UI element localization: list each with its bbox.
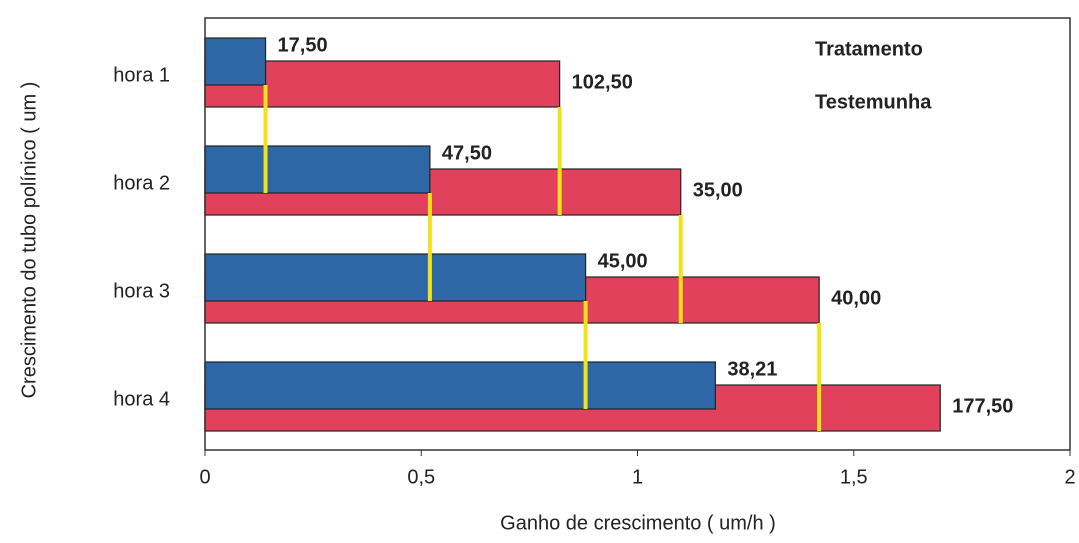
- y-axis-label: Crescimento do tubo polínico ( um ): [18, 82, 40, 399]
- bar-annotation: 40,00: [831, 287, 881, 309]
- bar: [204, 361, 716, 410]
- bar-annotation: 177,50: [952, 395, 1013, 417]
- bar-annotation: 102,50: [572, 71, 633, 93]
- bar: [204, 253, 587, 302]
- x-axis-label: Ganho de crescimento ( um/h ): [500, 512, 776, 534]
- x-tick-label: 2: [1064, 466, 1075, 488]
- bar-annotation: 45,00: [598, 250, 648, 272]
- legend-entry: Testemunha: [815, 91, 932, 113]
- x-tick-label: 0: [199, 466, 210, 488]
- x-tick-label: 1: [632, 466, 643, 488]
- bar-annotation: 35,00: [693, 179, 743, 201]
- y-tick-label: hora 1: [113, 64, 170, 86]
- x-tick-label: 0,5: [407, 466, 435, 488]
- bar: [204, 37, 267, 86]
- bar-annotation: 17,50: [278, 34, 328, 56]
- x-tick-label: 1,5: [840, 466, 868, 488]
- y-tick-label: hora 4: [113, 388, 170, 410]
- bar-annotation: 47,50: [442, 142, 492, 164]
- y-tick-label: hora 2: [113, 172, 170, 194]
- bar: [204, 145, 431, 194]
- y-tick-label: hora 3: [113, 280, 170, 302]
- bar-annotation: 38,21: [727, 358, 777, 380]
- legend-entry: Tratamento: [815, 38, 923, 60]
